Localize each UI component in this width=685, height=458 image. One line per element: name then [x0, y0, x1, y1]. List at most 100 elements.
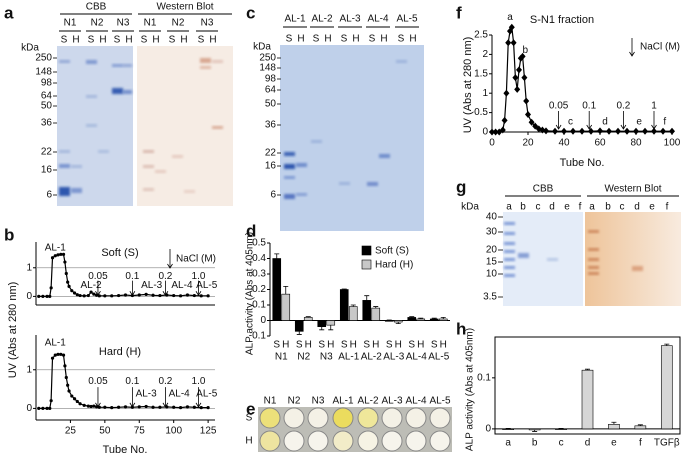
panel-letter: h	[456, 319, 466, 338]
point	[185, 293, 190, 297]
point	[64, 271, 68, 276]
label: c	[536, 202, 541, 213]
gel-band	[98, 150, 109, 153]
label: H	[409, 34, 416, 45]
gel-cbb	[503, 212, 583, 306]
error-bar	[664, 343, 670, 346]
annotation: f	[663, 117, 666, 128]
arrow-head	[162, 402, 169, 408]
bar	[384, 320, 394, 322]
point	[48, 294, 52, 299]
sub-label: H	[327, 340, 334, 351]
label: S	[88, 35, 95, 46]
point	[63, 260, 67, 264]
x-tick-label: N1	[275, 352, 288, 363]
y-tick-label: 0.4	[252, 253, 266, 264]
point	[642, 127, 648, 135]
gel-band	[284, 176, 295, 179]
gel-band	[123, 64, 132, 67]
panel-letter: a	[4, 3, 14, 22]
gel-band	[367, 182, 378, 186]
gel-band	[284, 152, 295, 156]
point	[49, 286, 53, 290]
y-axis-label: UV (Abs at 280 nm)	[462, 37, 474, 134]
annotation: 0.05	[88, 271, 108, 282]
gel-band	[59, 187, 70, 196]
y-tick-label: 0.2	[252, 284, 266, 295]
point	[78, 293, 82, 298]
label: H	[245, 436, 252, 447]
label: AL-2	[357, 396, 379, 407]
gel-band	[632, 266, 643, 271]
point	[525, 111, 531, 119]
error-bar	[283, 286, 289, 295]
gel-band	[172, 155, 183, 158]
marker-label: 22	[265, 148, 277, 159]
marker-label: 22	[41, 147, 53, 158]
marker-label: 6	[46, 190, 52, 201]
point	[597, 127, 603, 135]
point	[92, 292, 96, 296]
well	[405, 407, 427, 429]
label: N3	[117, 18, 130, 29]
point	[66, 383, 70, 387]
x-tick-label: 100	[165, 426, 182, 437]
panel-letter: c	[246, 3, 255, 22]
annotation: AL-1	[45, 242, 67, 253]
marker-label: 148	[259, 63, 276, 74]
point	[172, 405, 176, 409]
bar	[393, 320, 403, 323]
error-bar	[296, 331, 302, 335]
point	[144, 292, 148, 297]
x-tick-label: f	[639, 438, 642, 449]
label: S	[246, 413, 253, 424]
point	[61, 252, 66, 256]
gel-band	[518, 253, 529, 258]
point	[669, 127, 675, 135]
bar	[555, 428, 567, 430]
point	[552, 127, 558, 135]
x-tick-label: 0	[489, 138, 495, 149]
marker-label: 15	[486, 257, 498, 268]
point	[110, 406, 114, 410]
point	[492, 128, 499, 136]
error-bar	[418, 317, 424, 319]
point	[523, 97, 530, 105]
gel-band	[71, 165, 82, 168]
panel-letter: e	[246, 399, 255, 418]
bar	[294, 320, 304, 332]
annotation: c	[568, 117, 573, 128]
arrow-head	[620, 124, 627, 130]
annotation: AL-3	[136, 388, 158, 399]
gel-band	[59, 150, 70, 153]
subplot-title: Soft (S)	[101, 247, 138, 259]
error-bar	[350, 304, 356, 307]
bar	[317, 320, 327, 327]
gel-band	[112, 64, 123, 67]
y-tick-label: 0.5	[252, 238, 266, 249]
annotation: d	[602, 117, 608, 128]
x-tick-label: 40	[558, 138, 570, 149]
panel-letter: f	[456, 3, 462, 22]
point	[151, 293, 155, 297]
bar	[371, 307, 381, 321]
point	[70, 289, 74, 293]
gel-band	[504, 258, 515, 261]
gel-band	[504, 242, 515, 245]
annotation: AL-4	[169, 388, 191, 399]
annotation: b	[523, 45, 529, 56]
annotation: 1.0	[192, 271, 206, 282]
x-tick-label: 50	[99, 426, 111, 437]
label: N1	[144, 18, 157, 29]
arrow-head	[162, 291, 169, 297]
label: S	[313, 34, 320, 45]
point	[588, 127, 594, 135]
label: a	[589, 202, 595, 213]
gel-band	[143, 188, 154, 191]
point	[59, 352, 63, 356]
bar	[407, 317, 417, 321]
gel-band	[588, 272, 599, 275]
marker-label: 64	[41, 91, 53, 102]
bar	[660, 345, 673, 430]
marker-label: 250	[259, 53, 276, 64]
